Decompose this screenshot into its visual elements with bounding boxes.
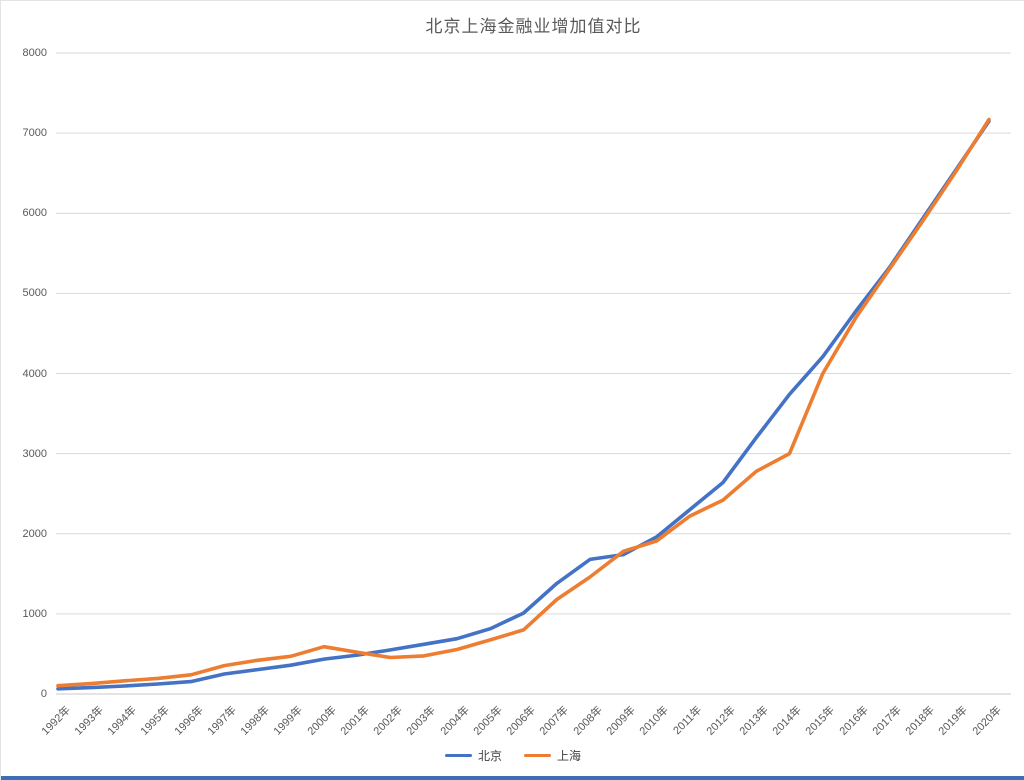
y-tick-label: 3000 [22,447,47,460]
legend-label: 北京 [477,749,502,763]
legend: 北京 上海 [1,747,1024,764]
y-tick-label: 5000 [22,287,47,300]
y-tick-label: 7000 [22,127,47,140]
y-tick-label: 4000 [22,367,47,380]
legend-label: 上海 [557,749,582,763]
series-line-北京[interactable] [56,119,991,691]
legend-line-swatch [524,754,551,757]
y-tick-label: 1000 [22,607,47,620]
y-tick-label: 0 [40,688,47,700]
y-tick-label: 2000 [22,527,47,540]
chart-title: 北京上海金融业增加值对比 [425,17,642,36]
legend-item-上海[interactable]: 上海 [524,747,581,764]
series-line-上海[interactable] [56,117,991,688]
y-tick-label: 8000 [22,47,47,59]
legend-item-北京[interactable]: 北京 [444,747,502,764]
window-edge [1,776,1024,780]
y-tick-label: 6000 [22,207,47,220]
legend-line-swatch [444,754,472,757]
